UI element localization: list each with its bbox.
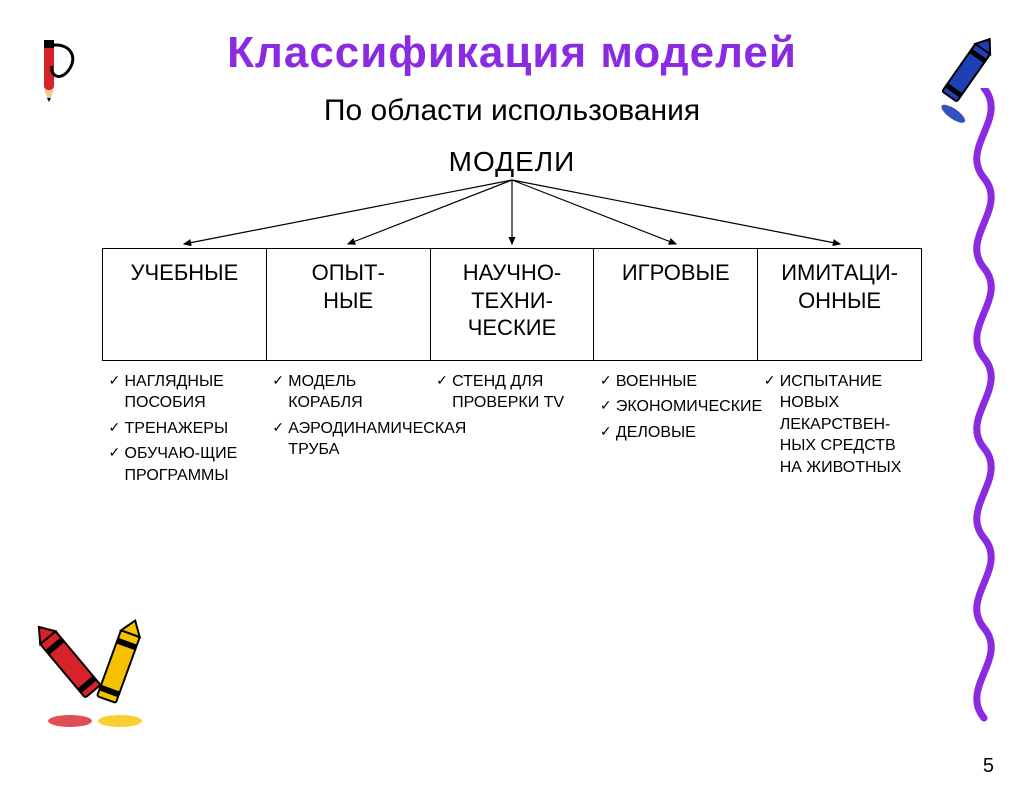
slide-subtitle: По области использования [0, 94, 1024, 128]
example-item: ОБУЧАЮ-ЩИЕ ПРОГРАММЫ [109, 443, 261, 486]
example-item: МОДЕЛЬ КОРАБЛЯ [272, 371, 424, 414]
category-cell: ОПЫТ-НЫЕ [266, 249, 430, 361]
examples-cell: ВОЕННЫЕ ЭКОНОМИЧЕСКИЕ ДЕЛОВЫЕ [594, 360, 758, 496]
crayons-icon [20, 586, 170, 736]
pencil-clip-icon [38, 36, 88, 106]
example-item: ИСПЫТАНИЕ НОВЫХ ЛЕКАРСТВЕН-НЫХ СРЕДСТВ Н… [764, 371, 916, 479]
slide-title: Классификация моделей [0, 28, 1024, 78]
page-number: 5 [983, 755, 994, 778]
category-cell: НАУЧНО-ТЕХНИ-ЧЕСКИЕ [430, 249, 594, 361]
example-item: СТЕНД ДЛЯ ПРОВЕРКИ TV [436, 371, 588, 414]
example-item: НАГЛЯДНЫЕ ПОСОБИЯ [109, 371, 261, 414]
category-cell: ИМИТАЦИ-ОННЫЕ [758, 249, 922, 361]
diagram-root: МОДЕЛИ [0, 146, 1024, 178]
examples-cell: НАГЛЯДНЫЕ ПОСОБИЯ ТРЕНАЖЕРЫ ОБУЧАЮ-ЩИЕ ПРО… [103, 360, 267, 496]
example-item: АЭРОДИНАМИЧЕСКАЯ ТРУБА [272, 418, 424, 461]
examples-cell: МОДЕЛЬ КОРАБЛЯАЭРОДИНАМИЧЕСКАЯ ТРУБА [266, 360, 430, 496]
squiggle-decoration [954, 88, 1014, 728]
categories-table: УЧЕБНЫЕОПЫТ-НЫЕНАУЧНО-ТЕХНИ-ЧЕСКИЕИГРОВЫ… [102, 248, 922, 496]
example-item: ВОЕННЫЕ [600, 371, 752, 393]
example-item: ЭКОНОМИЧЕСКИЕ [600, 396, 752, 418]
diagram-arrows [102, 178, 922, 248]
example-item: ДЕЛОВЫЕ [600, 422, 752, 444]
examples-cell: ИСПЫТАНИЕ НОВЫХ ЛЕКАРСТВЕН-НЫХ СРЕДСТВ Н… [758, 360, 922, 496]
category-cell: ИГРОВЫЕ [594, 249, 758, 361]
category-cell: УЧЕБНЫЕ [103, 249, 267, 361]
example-item: ТРЕНАЖЕРЫ [109, 418, 261, 440]
